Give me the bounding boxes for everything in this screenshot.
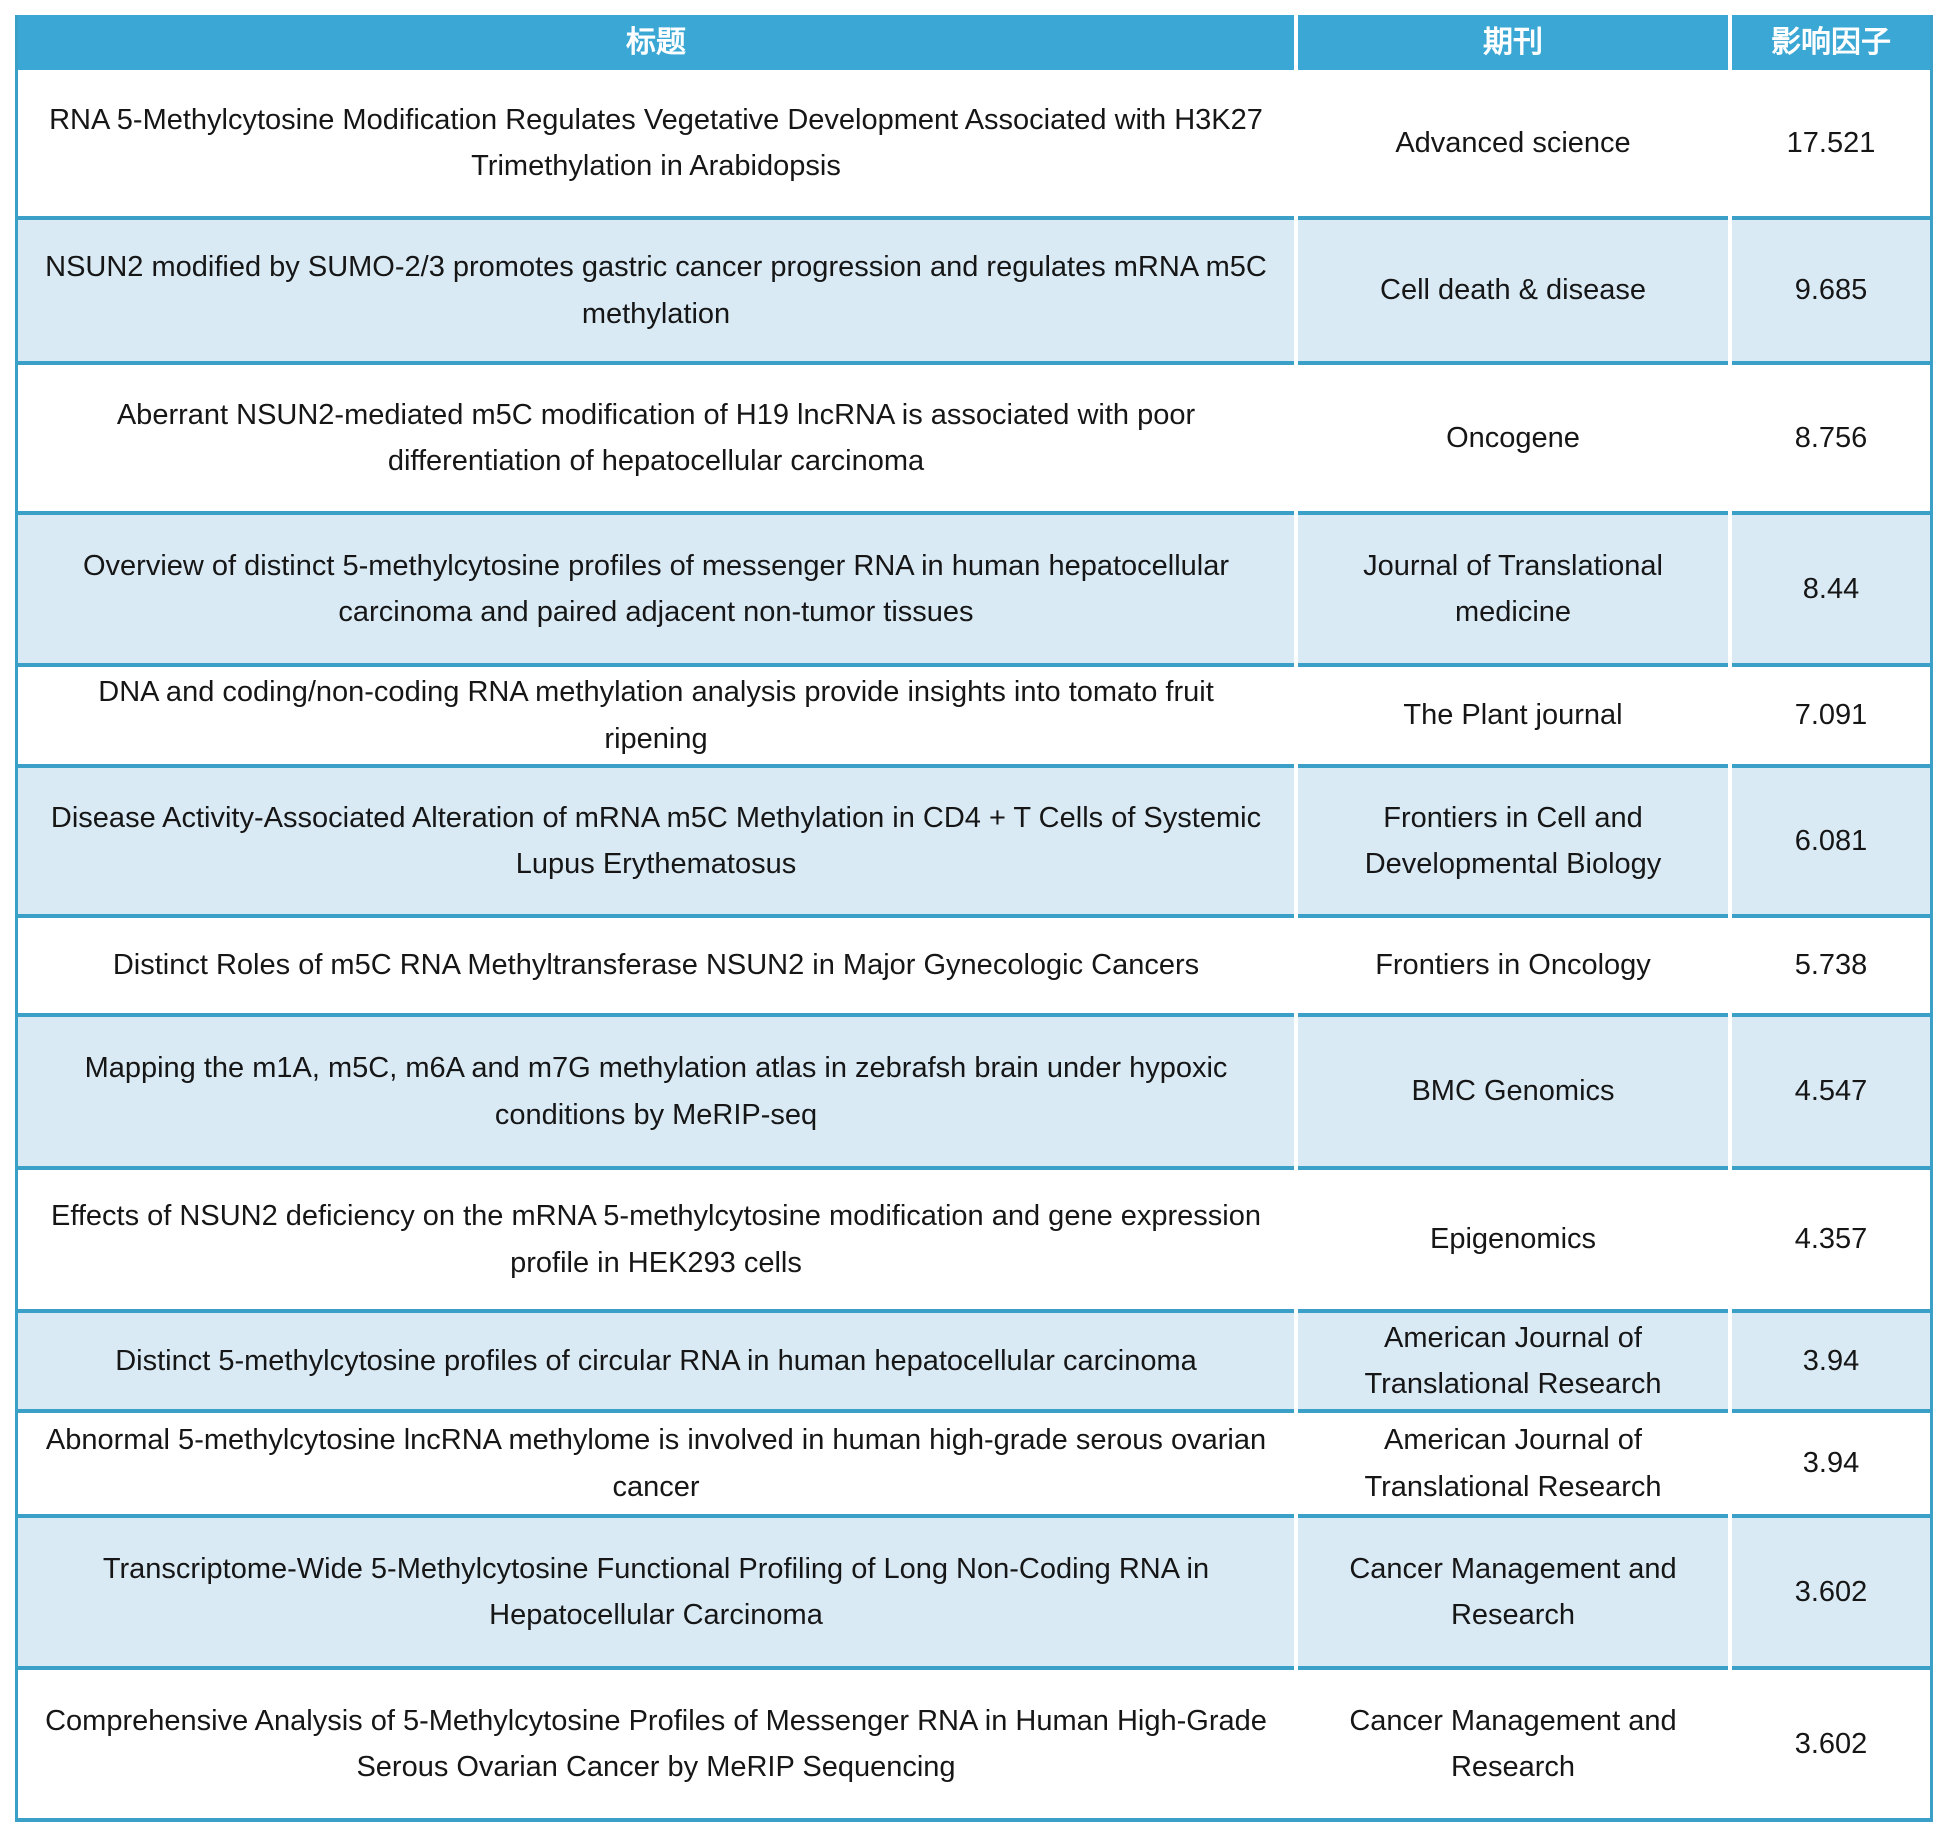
impact-factor-cell: 8.44 bbox=[1732, 515, 1930, 667]
table-row: RNA 5-Methylcytosine Modification Regula… bbox=[18, 70, 1930, 220]
paper-title-cell: Distinct 5-methylcytosine profiles of ci… bbox=[18, 1313, 1294, 1413]
journal-cell: Cell death & disease bbox=[1298, 220, 1728, 365]
table-header-row: 标题 期刊 影响因子 bbox=[18, 15, 1930, 70]
impact-factor-cell: 3.94 bbox=[1732, 1313, 1930, 1413]
paper-title-cell: Mapping the m1A, m5C, m6A and m7G methyl… bbox=[18, 1017, 1294, 1170]
table-row: Effects of NSUN2 deficiency on the mRNA … bbox=[18, 1170, 1930, 1313]
impact-factor-cell: 4.547 bbox=[1732, 1017, 1930, 1170]
journal-cell: Frontiers in Cell and Developmental Biol… bbox=[1298, 768, 1728, 918]
journal-cell: American Journal of Translational Resear… bbox=[1298, 1313, 1728, 1413]
paper-title-cell: Disease Activity-Associated Alteration o… bbox=[18, 768, 1294, 918]
journal-cell: American Journal of Translational Resear… bbox=[1298, 1413, 1728, 1518]
table-row: Distinct Roles of m5C RNA Methyltransfer… bbox=[18, 918, 1930, 1017]
paper-title-cell: Transcriptome-Wide 5-Methylcytosine Func… bbox=[18, 1518, 1294, 1670]
column-header-title: 标题 bbox=[18, 15, 1294, 70]
paper-title-cell: RNA 5-Methylcytosine Modification Regula… bbox=[18, 70, 1294, 220]
table-row: Distinct 5-methylcytosine profiles of ci… bbox=[18, 1313, 1930, 1413]
column-header-impact-factor: 影响因子 bbox=[1732, 15, 1930, 70]
column-header-journal: 期刊 bbox=[1298, 15, 1728, 70]
impact-factor-cell: 6.081 bbox=[1732, 768, 1930, 918]
publications-table: 标题 期刊 影响因子 RNA 5-Methylcytosine Modifica… bbox=[15, 15, 1933, 1822]
paper-title-cell: DNA and coding/non-coding RNA methylatio… bbox=[18, 667, 1294, 768]
table-row: NSUN2 modified by SUMO-2/3 promotes gast… bbox=[18, 220, 1930, 365]
paper-title-cell: Abnormal 5-methylcytosine lncRNA methylo… bbox=[18, 1413, 1294, 1518]
table-row: Disease Activity-Associated Alteration o… bbox=[18, 768, 1930, 918]
journal-cell: Epigenomics bbox=[1298, 1170, 1728, 1313]
paper-title-cell: Distinct Roles of m5C RNA Methyltransfer… bbox=[18, 918, 1294, 1017]
impact-factor-cell: 7.091 bbox=[1732, 667, 1930, 768]
table-row: Overview of distinct 5-methylcytosine pr… bbox=[18, 515, 1930, 667]
impact-factor-cell: 9.685 bbox=[1732, 220, 1930, 365]
journal-cell: Advanced science bbox=[1298, 70, 1728, 220]
impact-factor-cell: 17.521 bbox=[1732, 70, 1930, 220]
impact-factor-cell: 3.602 bbox=[1732, 1518, 1930, 1670]
journal-cell: Cancer Management and Research bbox=[1298, 1518, 1728, 1670]
table-row: Aberrant NSUN2-mediated m5C modification… bbox=[18, 365, 1930, 515]
impact-factor-cell: 4.357 bbox=[1732, 1170, 1930, 1313]
journal-cell: Frontiers in Oncology bbox=[1298, 918, 1728, 1017]
impact-factor-cell: 3.602 bbox=[1732, 1670, 1930, 1818]
paper-title-cell: Effects of NSUN2 deficiency on the mRNA … bbox=[18, 1170, 1294, 1313]
paper-title-cell: NSUN2 modified by SUMO-2/3 promotes gast… bbox=[18, 220, 1294, 365]
journal-cell: Oncogene bbox=[1298, 365, 1728, 515]
table-row: DNA and coding/non-coding RNA methylatio… bbox=[18, 667, 1930, 768]
journal-cell: BMC Genomics bbox=[1298, 1017, 1728, 1170]
paper-title-cell: Comprehensive Analysis of 5-Methylcytosi… bbox=[18, 1670, 1294, 1818]
paper-title-cell: Overview of distinct 5-methylcytosine pr… bbox=[18, 515, 1294, 667]
impact-factor-cell: 3.94 bbox=[1732, 1413, 1930, 1518]
table-row: Transcriptome-Wide 5-Methylcytosine Func… bbox=[18, 1518, 1930, 1670]
paper-title-cell: Aberrant NSUN2-mediated m5C modification… bbox=[18, 365, 1294, 515]
journal-cell: The Plant journal bbox=[1298, 667, 1728, 768]
journal-cell: Cancer Management and Research bbox=[1298, 1670, 1728, 1818]
impact-factor-cell: 8.756 bbox=[1732, 365, 1930, 515]
journal-cell: Journal of Translational medicine bbox=[1298, 515, 1728, 667]
impact-factor-cell: 5.738 bbox=[1732, 918, 1930, 1017]
table-row: Abnormal 5-methylcytosine lncRNA methylo… bbox=[18, 1413, 1930, 1518]
table-row: Mapping the m1A, m5C, m6A and m7G methyl… bbox=[18, 1017, 1930, 1170]
table-row: Comprehensive Analysis of 5-Methylcytosi… bbox=[18, 1670, 1930, 1818]
